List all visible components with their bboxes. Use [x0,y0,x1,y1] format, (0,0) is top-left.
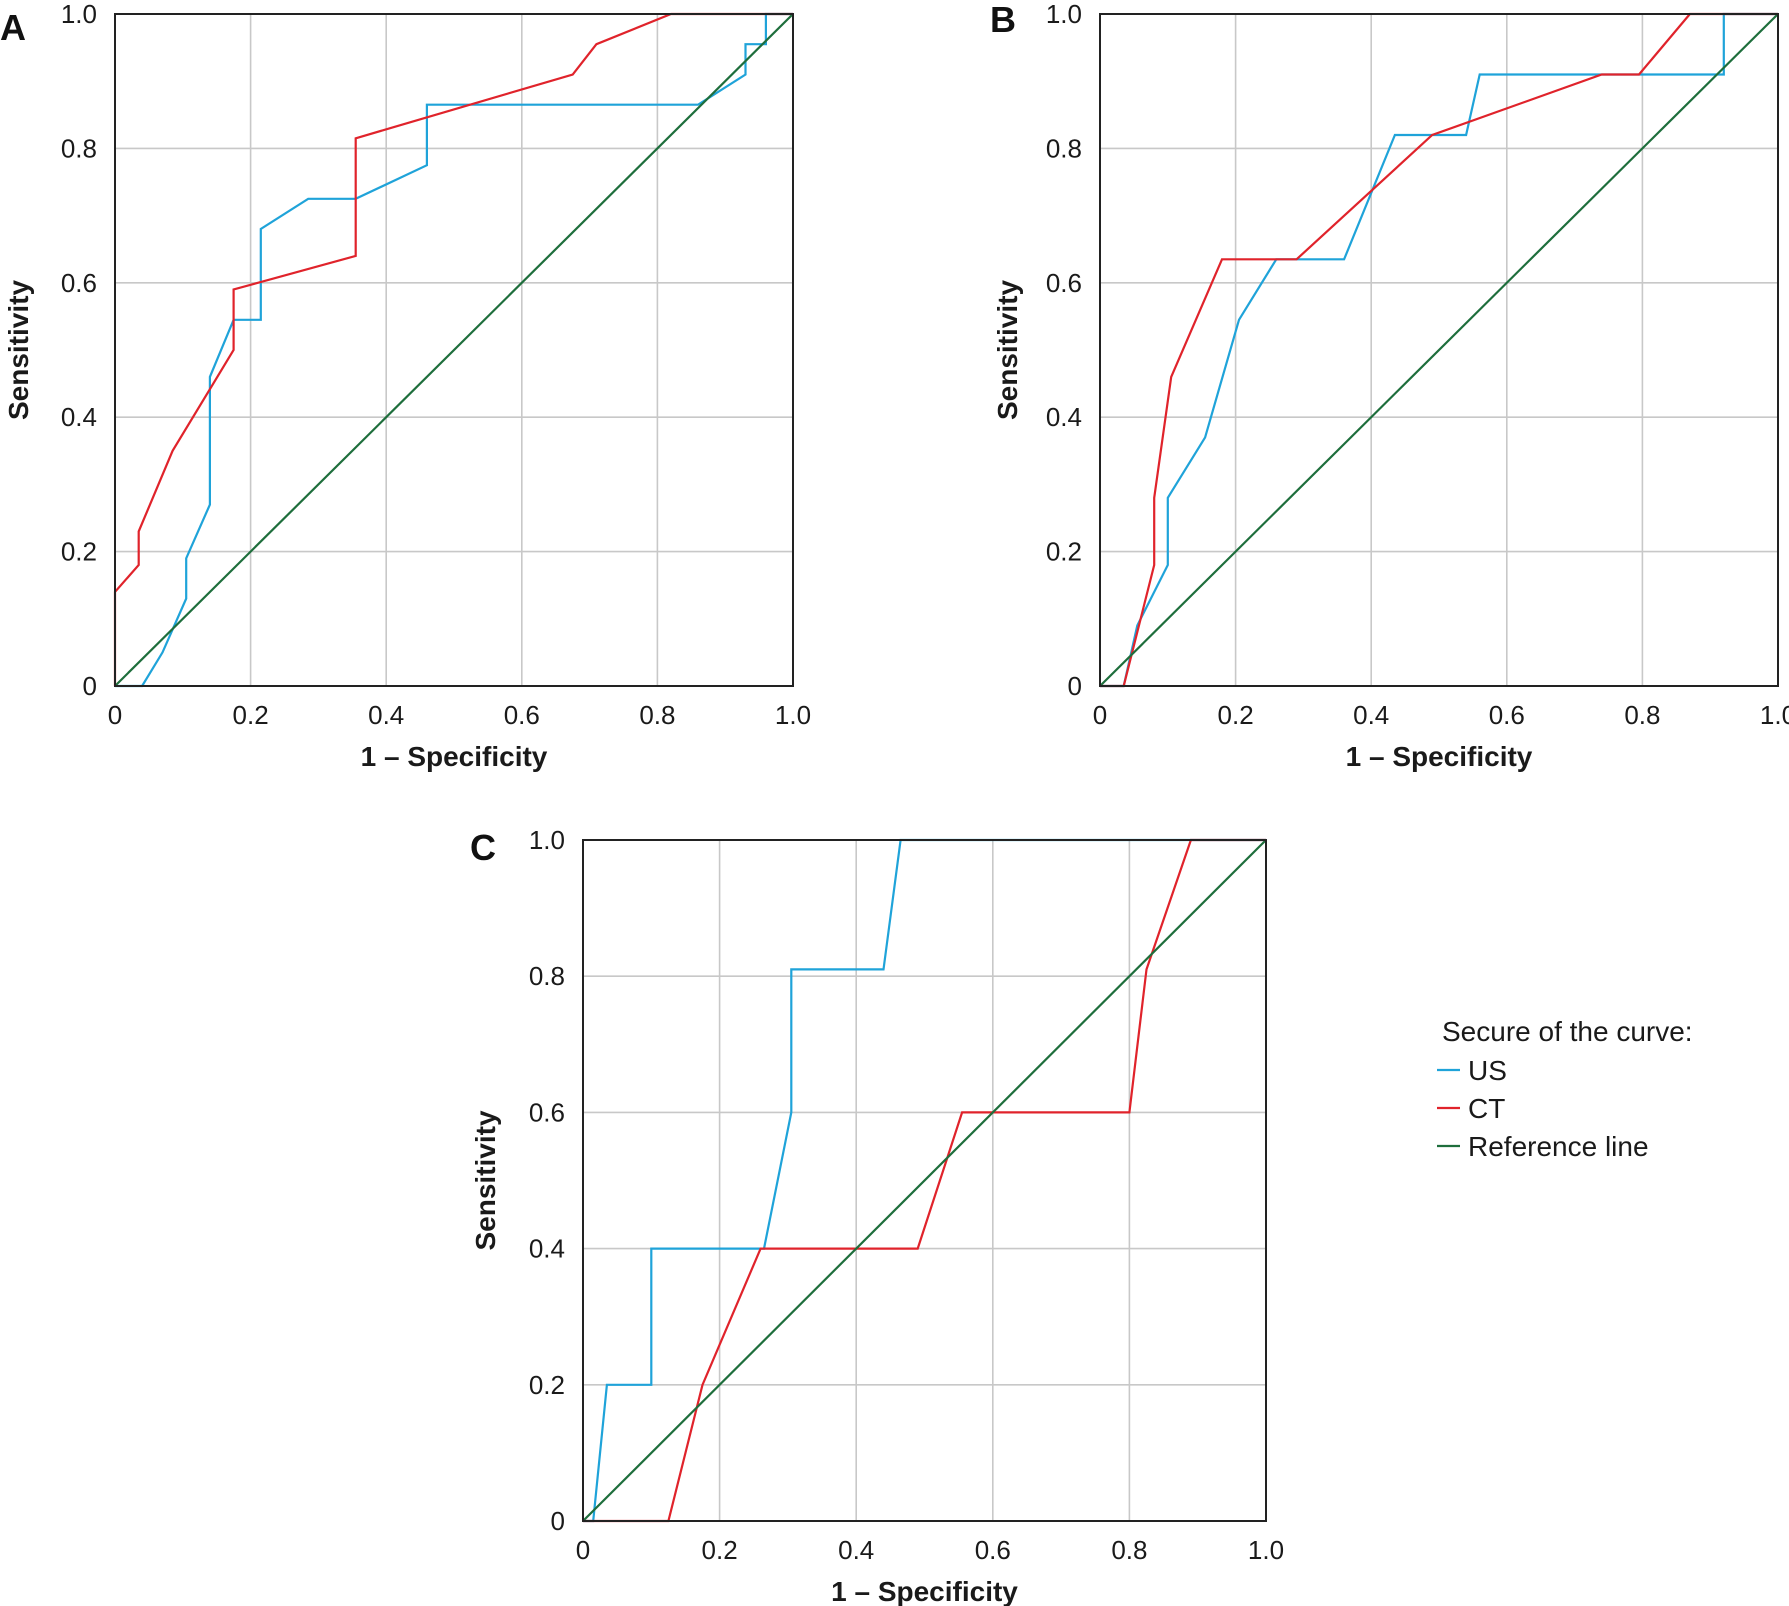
panel-c: 0 0.2 0.4 0.6 0.8 1.0 0 0.2 0.4 0.6 0.8 1.0 1 – Spec… [470,825,1284,1606]
y-tick-label: 0.8 [1046,133,1082,163]
panel-letter: B [990,0,1016,40]
x-tick-label: 0 [108,700,122,730]
legend-title: Secure of the curve: [1442,1016,1693,1047]
x-axis-label: 1 – Specificity [1346,741,1533,772]
y-tick-label: 0.6 [529,1097,565,1127]
y-tick-label: 0.8 [61,133,97,163]
x-tick-label: 0.6 [975,1535,1011,1565]
y-axis-label: Sensitivity [470,1110,501,1250]
legend: Secure of the curve: US CT Reference line [1437,1016,1693,1162]
series-line-ct [113,12,793,686]
y-tick-label: 1.0 [61,0,97,29]
y-axis-label: Sensitivity [3,280,34,420]
x-tick-label: 0.8 [1111,1535,1147,1565]
y-tick-label: 0.2 [529,1370,565,1400]
y-tick-label: 0 [551,1506,565,1536]
x-tick-label: 1.0 [1248,1535,1284,1565]
series-line-reference [1099,13,1779,687]
x-tick-label: 1.0 [1760,700,1789,730]
plot-frame [582,839,1267,1522]
y-axis-label: Sensitivity [992,280,1023,420]
series-line-ct [583,838,1266,1523]
x-tick-label: 0.6 [504,700,540,730]
panel-letter: A [0,7,26,48]
plot-frame [114,13,794,687]
series-line-ct [1100,12,1778,688]
x-axis-label: 1 – Specificity [831,1576,1018,1606]
plot-frame [1099,13,1779,687]
x-tick-label: 0.8 [1624,700,1660,730]
series-line-us [115,12,793,688]
y-tick-label: 1.0 [1046,0,1082,29]
series-line-reference [114,13,794,687]
y-tick-label: 0.4 [61,402,97,432]
panel-a: 0 0.2 0.4 0.6 0.8 1.0 0 0.2 0.4 0.6 0.8 1.0 1 – Spec… [0,0,811,772]
y-tick-label: 0.8 [529,961,565,991]
legend-label-reference: Reference line [1468,1131,1649,1162]
y-tick-label: 0.6 [1046,268,1082,298]
y-tick-label: 0.6 [61,268,97,298]
x-tick-label: 0.8 [639,700,675,730]
x-tick-label: 0 [576,1535,590,1565]
y-tick-label: 0.2 [61,537,97,567]
y-tick-label: 1.0 [529,825,565,855]
legend-label-us: US [1468,1055,1507,1086]
x-tick-label: 0.4 [368,700,404,730]
x-tick-label: 0 [1093,700,1107,730]
y-tick-label: 0.2 [1046,537,1082,567]
y-tick-label: 0.4 [1046,402,1082,432]
x-tick-label: 0.2 [702,1535,738,1565]
y-tick-label: 0.4 [529,1234,565,1264]
legend-label-ct: CT [1468,1093,1505,1124]
x-tick-label: 1.0 [775,700,811,730]
x-tick-label: 0.2 [1218,700,1254,730]
x-tick-label: 0.2 [233,700,269,730]
x-axis-label: 1 – Specificity [361,741,548,772]
x-tick-label: 0.6 [1489,700,1525,730]
y-tick-label: 0 [83,671,97,701]
y-tick-label: 0 [1068,671,1082,701]
panel-letter: C [470,827,496,868]
x-tick-label: 0.4 [1353,700,1389,730]
series-line-reference [582,839,1267,1522]
panel-b: 0 0.2 0.4 0.6 0.8 1.0 0 0.2 0.4 0.6 0.8 1.0 1 – Spec… [990,0,1789,772]
x-tick-label: 0.4 [838,1535,874,1565]
